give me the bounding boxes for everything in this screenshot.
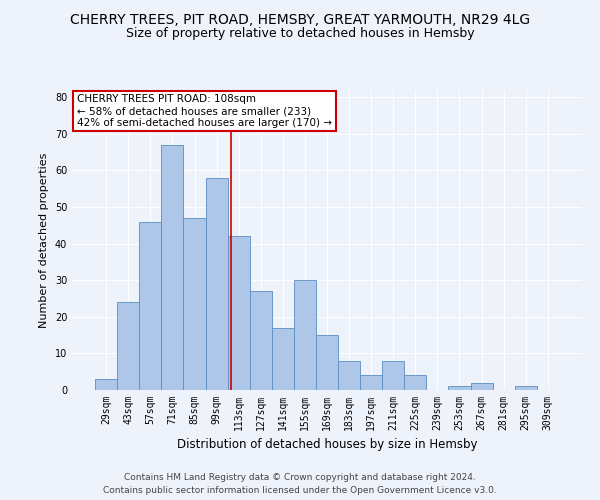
X-axis label: Distribution of detached houses by size in Hemsby: Distribution of detached houses by size … xyxy=(177,438,477,452)
Bar xyxy=(316,335,338,390)
Bar xyxy=(272,328,294,390)
Bar xyxy=(117,302,139,390)
Text: CHERRY TREES PIT ROAD: 108sqm
← 58% of detached houses are smaller (233)
42% of : CHERRY TREES PIT ROAD: 108sqm ← 58% of d… xyxy=(77,94,332,128)
Bar xyxy=(227,236,250,390)
Bar xyxy=(404,376,427,390)
Bar xyxy=(294,280,316,390)
Bar xyxy=(184,218,206,390)
Bar xyxy=(95,379,117,390)
Text: CHERRY TREES, PIT ROAD, HEMSBY, GREAT YARMOUTH, NR29 4LG: CHERRY TREES, PIT ROAD, HEMSBY, GREAT YA… xyxy=(70,12,530,26)
Bar xyxy=(338,360,360,390)
Text: Contains HM Land Registry data © Crown copyright and database right 2024.
Contai: Contains HM Land Registry data © Crown c… xyxy=(103,474,497,495)
Y-axis label: Number of detached properties: Number of detached properties xyxy=(39,152,49,328)
Bar xyxy=(206,178,227,390)
Bar xyxy=(470,382,493,390)
Bar xyxy=(139,222,161,390)
Bar xyxy=(448,386,470,390)
Bar xyxy=(382,360,404,390)
Bar xyxy=(360,376,382,390)
Bar xyxy=(250,291,272,390)
Bar xyxy=(515,386,537,390)
Bar xyxy=(161,145,184,390)
Text: Size of property relative to detached houses in Hemsby: Size of property relative to detached ho… xyxy=(125,28,475,40)
